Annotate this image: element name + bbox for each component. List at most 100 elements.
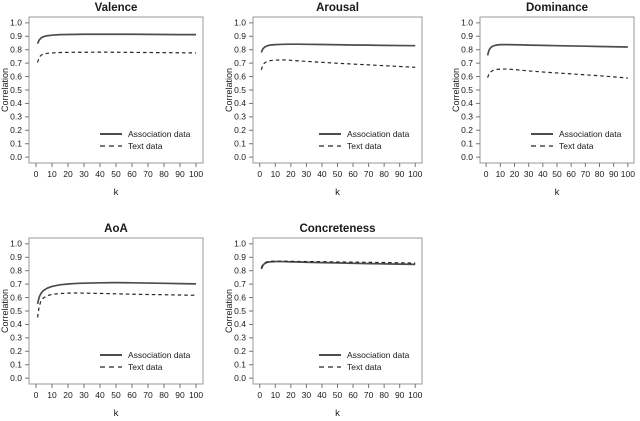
series-line-text-data (487, 68, 628, 79)
x-axis-label: k (335, 187, 340, 198)
series-line-text-data (260, 260, 416, 269)
y-tick-label: 1.0 (234, 239, 246, 249)
chart-svg: Arousal 0.0 0.1 0.2 0.3 0.4 0.5 0.6 0.7 0.8 0.9 1.0… (224, 2, 423, 198)
series-line-text-data (36, 292, 197, 318)
x-tick-label: 10 (496, 169, 506, 179)
chart-panel-concreteness: Concreteness 0.0 0.1 0.2 0.3 0.4 0.5 0.6 0.7 0.8 0… (213, 210, 427, 421)
y-tick-label: 0.9 (234, 252, 246, 262)
y-tick-label: 1.0 (10, 239, 22, 249)
y-tick-label: 1.0 (234, 18, 246, 28)
y-axis-label: Correlation (0, 68, 10, 112)
y-tick-label: 0.1 (461, 139, 473, 149)
y-tick-label: 0.1 (10, 360, 22, 370)
x-tick-label: 40 (317, 390, 327, 400)
x-tick-label: 20 (286, 390, 296, 400)
plot-box (28, 16, 204, 164)
series-line-text-data (260, 59, 416, 71)
x-tick-label: 80 (379, 169, 389, 179)
plot-box (252, 237, 423, 385)
x-tick-label: 90 (609, 169, 619, 179)
plot-box (28, 237, 204, 385)
series-line-association-data (36, 33, 197, 45)
x-tick-label: 0 (257, 169, 262, 179)
chart-svg: Valence 0.0 0.1 0.2 0.3 0.4 0.5 0.6 0.7 0.8 0.9 1.0… (0, 2, 204, 198)
y-tick-label: 0.4 (234, 319, 246, 329)
x-tick-label: 20 (286, 169, 296, 179)
chart-panel-aoa: AoA 0.0 0.1 0.2 0.3 0.4 0.5 0.6 0.7 0.8 0.9 1.0 0 10 2… (0, 210, 213, 421)
x-tick-label: 20 (510, 169, 520, 179)
series-line-association-data (260, 43, 416, 53)
y-tick-label: 0.9 (10, 31, 22, 41)
y-tick-label: 0.7 (10, 279, 22, 289)
x-tick-label: 60 (348, 169, 358, 179)
x-tick-label: 80 (159, 390, 169, 400)
x-tick-label: 30 (524, 169, 534, 179)
x-tick-label: 90 (175, 169, 185, 179)
x-axis-label: k (114, 408, 119, 419)
x-tick-label: 0 (484, 169, 489, 179)
y-tick-label: 0.5 (10, 85, 22, 95)
y-tick-label: 0.8 (234, 45, 246, 55)
x-tick-label: 70 (143, 390, 153, 400)
y-tick-label: 0.7 (234, 58, 246, 68)
y-tick-label: 0.3 (10, 112, 22, 122)
x-axis-label: k (114, 187, 119, 198)
x-tick-label: 0 (34, 390, 39, 400)
y-tick-label: 0.3 (234, 333, 246, 343)
x-tick-label: 60 (127, 169, 137, 179)
legend-label: Association data (128, 350, 191, 360)
y-axis-label: Correlation (224, 289, 234, 333)
x-tick-label: 50 (333, 390, 343, 400)
y-tick-label: 0.7 (461, 58, 473, 68)
legend-label: Text data (347, 362, 382, 372)
series-line-association-data (36, 281, 197, 305)
x-tick-label: 100 (189, 390, 203, 400)
x-tick-label: 50 (552, 169, 562, 179)
x-tick-label: 0 (34, 169, 39, 179)
x-tick-label: 20 (63, 390, 73, 400)
legend-label: Text data (128, 141, 163, 151)
chart-title: Concreteness (299, 223, 375, 235)
x-tick-label: 50 (111, 390, 121, 400)
y-tick-label: 0.4 (10, 98, 22, 108)
x-tick-label: 80 (379, 390, 389, 400)
x-tick-label: 40 (317, 169, 327, 179)
x-tick-label: 100 (189, 169, 203, 179)
chart-title: Arousal (316, 2, 359, 14)
x-tick-label: 0 (257, 390, 262, 400)
x-tick-label: 50 (111, 169, 121, 179)
y-tick-label: 0.6 (234, 292, 246, 302)
y-tick-label: 1.0 (10, 18, 22, 28)
legend-label: Text data (559, 141, 594, 151)
y-tick-label: 0.6 (10, 292, 22, 302)
y-tick-label: 0.0 (461, 152, 473, 162)
y-tick-label: 0.8 (461, 45, 473, 55)
chart-title: AoA (104, 223, 128, 235)
y-tick-label: 0.3 (234, 112, 246, 122)
x-tick-label: 40 (538, 169, 548, 179)
x-tick-label: 80 (595, 169, 605, 179)
y-tick-label: 0.2 (10, 346, 22, 356)
x-tick-label: 70 (581, 169, 591, 179)
y-tick-label: 0.9 (10, 252, 22, 262)
chart-title: Dominance (526, 2, 588, 14)
y-tick-label: 1.0 (461, 18, 473, 28)
y-tick-label: 0.2 (234, 346, 246, 356)
y-tick-label: 0.2 (234, 125, 246, 135)
chart-title: Valence (95, 2, 138, 14)
y-tick-label: 0.5 (461, 85, 473, 95)
x-tick-label: 100 (621, 169, 635, 179)
series-line-text-data (36, 51, 197, 63)
y-axis-label: Correlation (224, 68, 234, 112)
y-tick-label: 0.6 (10, 71, 22, 81)
chart-svg: AoA 0.0 0.1 0.2 0.3 0.4 0.5 0.6 0.7 0.8 0.9 1.0 0 10 2… (0, 223, 204, 419)
y-tick-label: 0.4 (461, 98, 473, 108)
x-tick-label: 30 (79, 390, 89, 400)
y-tick-label: 0.6 (234, 71, 246, 81)
y-tick-label: 0.5 (10, 306, 22, 316)
x-tick-label: 90 (395, 390, 405, 400)
legend-label: Association data (128, 129, 191, 139)
y-tick-label: 0.5 (234, 85, 246, 95)
plot-box (479, 16, 635, 164)
